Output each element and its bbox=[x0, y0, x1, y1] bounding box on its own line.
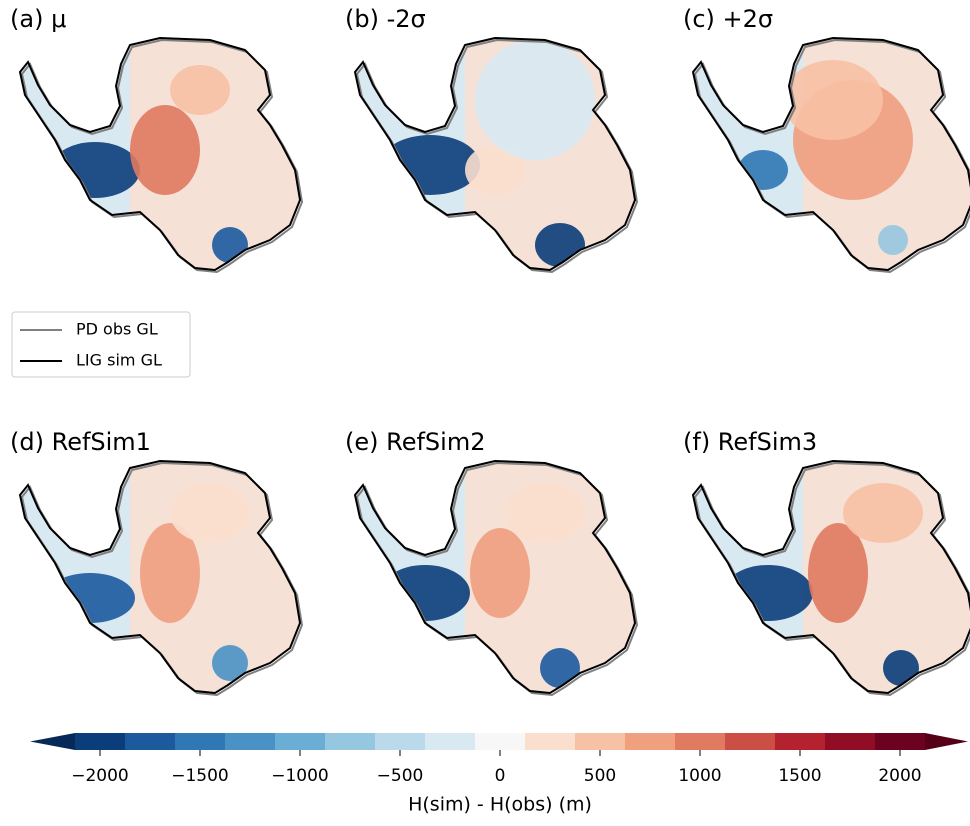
colorbar-bin bbox=[225, 733, 275, 750]
map-panel: (d) RefSim1 bbox=[10, 428, 303, 696]
map-anomaly bbox=[475, 40, 595, 160]
colorbar-bin bbox=[75, 733, 125, 750]
colorbar-tick-label: 1000 bbox=[678, 766, 721, 786]
colorbar-bin bbox=[275, 733, 325, 750]
legend-label: PD obs GL bbox=[76, 320, 158, 339]
map-anomaly bbox=[470, 528, 530, 618]
colorbar-tick-label: −1500 bbox=[171, 766, 229, 786]
map-panel: (f) RefSim3 bbox=[683, 428, 970, 696]
colorbar-bin bbox=[375, 733, 425, 750]
map-panel: (b) -2σ bbox=[345, 5, 638, 273]
map-panel: (c) +2σ bbox=[683, 5, 970, 273]
legend-label: LIG sim GL bbox=[76, 351, 162, 370]
map-anomaly bbox=[212, 227, 248, 263]
panel-title: (b) -2σ bbox=[345, 5, 426, 33]
colorbar-bin bbox=[475, 733, 525, 750]
map-anomaly bbox=[723, 565, 813, 621]
map-anomaly bbox=[878, 225, 908, 255]
colorbar-tick-label: −2000 bbox=[71, 766, 129, 786]
panel-title: (f) RefSim3 bbox=[683, 428, 817, 456]
colorbar-bin bbox=[525, 733, 575, 750]
map-anomaly bbox=[883, 650, 919, 686]
colorbar-tick-label: 1500 bbox=[778, 766, 821, 786]
map bbox=[693, 461, 970, 693]
colorbar-bin bbox=[725, 733, 775, 750]
colorbar-bin bbox=[775, 733, 825, 750]
colorbar-bin bbox=[625, 733, 675, 750]
colorbar-bin bbox=[325, 733, 375, 750]
map-anomaly bbox=[140, 523, 200, 623]
colorbar-bin bbox=[575, 733, 625, 750]
colorbar-bin bbox=[425, 733, 475, 750]
colorbar-bin bbox=[875, 733, 925, 750]
map-anomaly bbox=[843, 483, 923, 543]
map-anomaly bbox=[808, 523, 868, 623]
legend: PD obs GL LIG sim GL bbox=[11, 311, 191, 378]
map-anomaly bbox=[465, 145, 525, 195]
colorbar-bin bbox=[675, 733, 725, 750]
colorbar-tick-label: 0 bbox=[495, 766, 506, 786]
colorbar-bin bbox=[125, 733, 175, 750]
map-anomaly bbox=[212, 645, 248, 681]
colorbar-extend-low bbox=[30, 733, 75, 750]
map bbox=[693, 38, 970, 270]
panel-title: (e) RefSim2 bbox=[345, 428, 485, 456]
map-anomaly bbox=[50, 142, 140, 198]
colorbar-tick-label: 500 bbox=[584, 766, 616, 786]
panel-title: (c) +2σ bbox=[683, 5, 773, 33]
colorbar-tick-label: −1000 bbox=[271, 766, 329, 786]
panel-title: (d) RefSim1 bbox=[10, 428, 151, 456]
colorbar-extend-high bbox=[925, 733, 968, 750]
map-panel: (e) RefSim2 bbox=[345, 428, 638, 696]
colorbar-label: H(sim) - H(obs) (m) bbox=[408, 794, 592, 816]
map-anomaly bbox=[540, 648, 580, 688]
map-anomaly bbox=[505, 483, 585, 543]
map-anomaly bbox=[170, 483, 250, 543]
map-panel: (a) μ bbox=[10, 5, 303, 273]
map-anomaly bbox=[45, 573, 135, 623]
colorbar-bin bbox=[825, 733, 875, 750]
colorbar-tick-label: −500 bbox=[377, 766, 424, 786]
panel-title: (a) μ bbox=[10, 5, 66, 33]
map-anomaly bbox=[380, 135, 480, 195]
map-anomaly bbox=[380, 565, 470, 621]
colorbar-tick-label: 2000 bbox=[878, 766, 921, 786]
map-anomaly bbox=[130, 105, 200, 195]
map-anomaly bbox=[535, 223, 585, 267]
map-anomaly bbox=[783, 60, 883, 140]
map-anomaly bbox=[170, 65, 230, 115]
colorbar-bin bbox=[175, 733, 225, 750]
